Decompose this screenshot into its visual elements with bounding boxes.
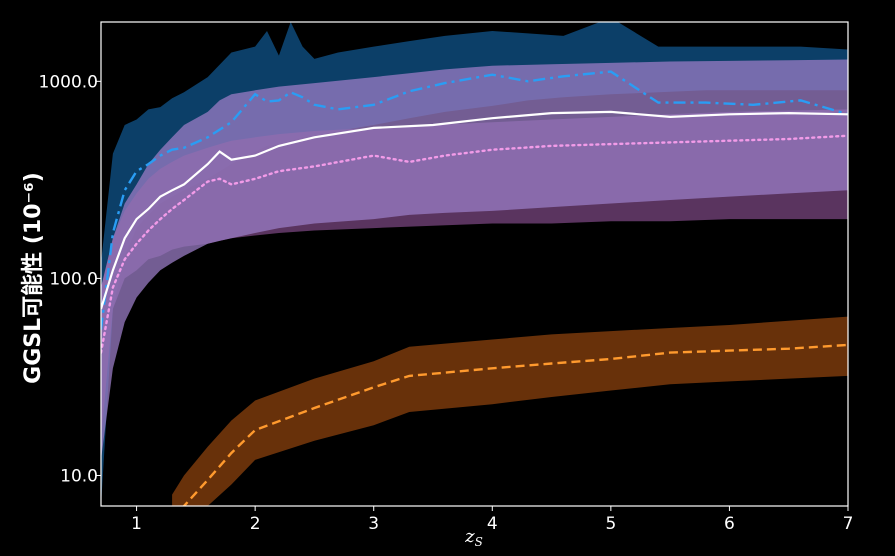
plot-frame <box>100 21 849 507</box>
x-tick-label-6: 6 <box>724 514 735 534</box>
series-lines <box>101 70 848 506</box>
band-orange <box>172 316 848 506</box>
x-axis-label-main: z <box>464 526 475 547</box>
line-pink <box>101 134 848 354</box>
x-tick-label-2: 2 <box>250 514 261 534</box>
line-blue <box>101 70 848 330</box>
y-tick-label-10: 10.0 <box>60 466 98 486</box>
confidence-bands <box>101 22 848 506</box>
x-tick-label-3: 3 <box>368 514 379 534</box>
y-tick-label-100: 100.0 <box>49 269 98 289</box>
y-axis-label: GGSL可能性 (10⁻⁶) <box>20 172 46 384</box>
x-axis-label: zS <box>464 526 483 549</box>
line-orange <box>182 343 848 506</box>
line-white <box>101 110 848 310</box>
x-axis-label-subscript: S <box>475 535 483 549</box>
x-tick-label-4: 4 <box>487 514 498 534</box>
x-tick-label-5: 5 <box>605 514 616 534</box>
x-axis-ticks: 1 2 3 4 5 6 7 <box>131 506 853 534</box>
band-pink <box>101 59 848 460</box>
y-tick-label-1000: 1000.0 <box>39 72 98 92</box>
x-tick-label-1: 1 <box>131 514 142 534</box>
y-axis-ticks: 10.0 100.0 1000.0 <box>39 72 101 486</box>
x-tick-label-7: 7 <box>843 514 854 534</box>
